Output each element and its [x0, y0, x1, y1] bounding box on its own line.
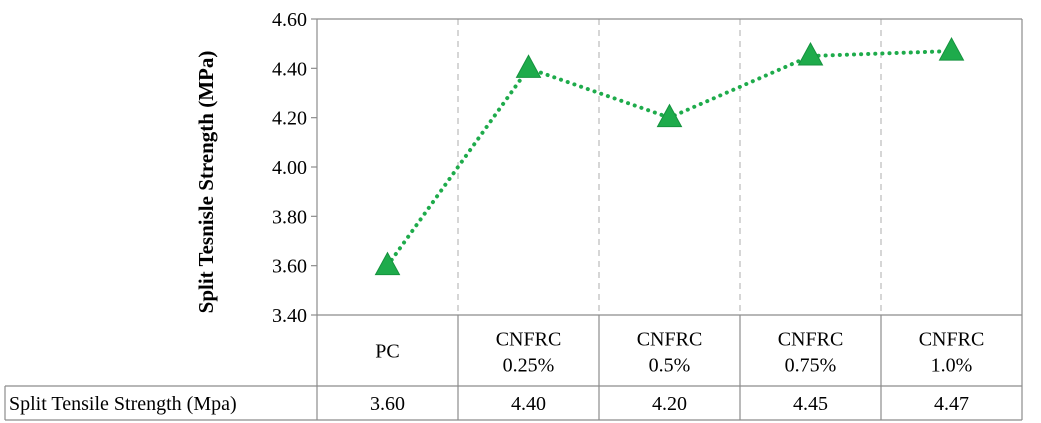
data-point	[515, 54, 542, 78]
category-label: CNFRC 0.75%	[778, 329, 844, 377]
category-label: CNFRC 0.25%	[496, 329, 562, 377]
category-label: CNFRC 0.5%	[637, 329, 703, 377]
category-label-line: CNFRC	[778, 329, 844, 351]
table-row-label: Split Tensile Strength (Mpa)	[9, 393, 237, 415]
series-line	[385, 49, 954, 268]
category-label-line: 1.0%	[931, 355, 973, 377]
table-cell: 3.60	[370, 393, 405, 415]
data-table: Split Tensile Strength (Mpa) 3.60 4.40 4.20…	[9, 393, 969, 415]
y-tick-label: 3.40	[272, 305, 307, 327]
data-point	[656, 103, 683, 128]
category-label: CNFRC 1.0%	[919, 329, 985, 377]
category-label-line: PC	[375, 341, 399, 363]
category-label-line: CNFRC	[637, 329, 703, 351]
table-cell: 4.47	[934, 393, 969, 415]
series-layer	[374, 37, 965, 276]
table-cell: 4.40	[511, 393, 546, 415]
category-label-line: CNFRC	[919, 329, 985, 351]
y-tick-labels: 3.40 3.60 3.80 4.00 4.20 4.40 4.60	[272, 9, 317, 327]
y-tick-label: 4.60	[272, 9, 307, 31]
category-labels: PC CNFRC 0.25% CNFRC 0.5% CNFRC 0.75% CNFRC 1.0%	[375, 329, 984, 377]
frame-layer	[4, 18, 1023, 421]
data-point	[374, 251, 401, 276]
table-cell: 4.20	[652, 393, 687, 415]
data-point	[797, 41, 824, 66]
y-axis-label: Split Tesnisle Strength (MPa)	[194, 51, 218, 314]
table-cell: 4.45	[793, 393, 828, 415]
y-tick-label: 4.40	[272, 58, 307, 80]
y-tick-label: 3.60	[272, 256, 307, 278]
category-label-line: 0.25%	[503, 355, 555, 377]
category-label-line: 0.5%	[649, 355, 691, 377]
y-tick-label: 4.00	[272, 157, 307, 179]
category-label-line: CNFRC	[496, 329, 562, 351]
category-label: PC	[375, 341, 399, 363]
data-point	[938, 37, 965, 61]
y-tick-label: 3.80	[272, 206, 307, 228]
category-label-line: 0.75%	[785, 355, 837, 377]
y-tick-label: 4.20	[272, 108, 307, 130]
